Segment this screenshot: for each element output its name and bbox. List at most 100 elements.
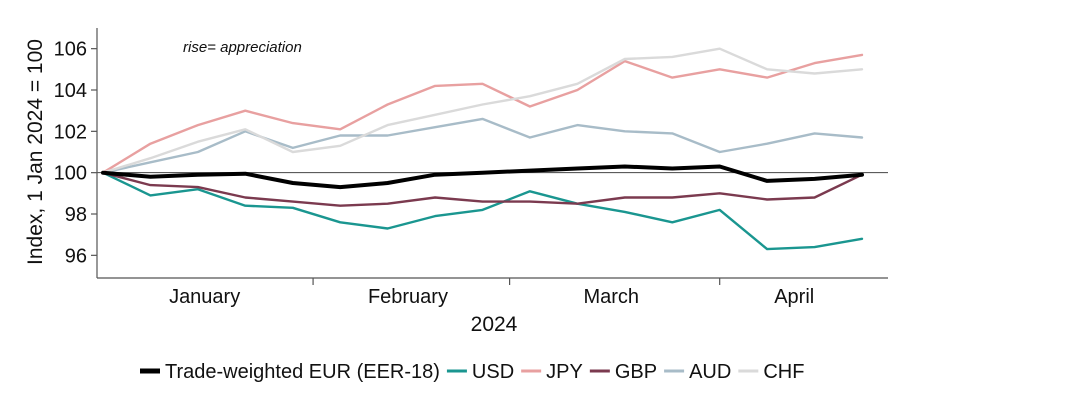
data-point [387, 103, 389, 106]
data-point [244, 128, 246, 130]
data-point [813, 196, 816, 199]
legend-label: JPY [546, 361, 583, 383]
data-point [292, 182, 294, 184]
y-axis-label: Index, 1 Jan 2024 = 100 [24, 39, 47, 265]
series-trade-weighted-eur-eer-18 [101, 164, 864, 190]
y-tick-label: 104 [54, 80, 87, 102]
x-tick-label: January [169, 286, 240, 308]
data-point [766, 248, 768, 250]
data-point [624, 211, 626, 213]
series-lines [101, 47, 864, 251]
data-point [671, 56, 673, 58]
data-point [529, 95, 531, 97]
data-point [671, 196, 673, 199]
data-point [339, 134, 341, 137]
x-axis-label: 2024 [471, 313, 518, 336]
y-tick-label: 96 [65, 245, 87, 267]
data-point [434, 196, 436, 199]
legend-item-chf: CHF [738, 361, 804, 383]
data-point [244, 196, 246, 199]
series-line-chf [101, 47, 864, 174]
data-point [387, 182, 389, 184]
annotation-text: rise= appreciation [183, 39, 302, 56]
x-tick-label: April [774, 286, 814, 308]
data-point [244, 110, 246, 112]
data-point [197, 124, 199, 126]
data-point [434, 174, 436, 176]
data-point [292, 207, 294, 209]
data-point [387, 124, 389, 126]
data-point [102, 172, 104, 174]
data-point [149, 194, 152, 196]
data-point [624, 130, 626, 132]
data-point [813, 72, 816, 75]
data-point [671, 221, 673, 223]
x-tick-label: February [368, 286, 448, 308]
series-line-aud [101, 117, 864, 174]
data-point [529, 190, 531, 192]
data-point [813, 246, 816, 248]
series-aud [101, 117, 864, 174]
data-point [861, 68, 863, 70]
data-point [339, 128, 341, 130]
legend-label: USD [472, 361, 514, 383]
data-point [624, 196, 626, 199]
data-point [481, 172, 484, 174]
data-point [149, 157, 152, 159]
data-point [719, 151, 721, 153]
series-line-gbp [101, 171, 864, 207]
legend-item-aud: AUD [664, 361, 731, 383]
data-point [481, 103, 484, 106]
data-point [766, 77, 768, 79]
data-point [434, 126, 436, 128]
data-point [434, 215, 436, 217]
legend: Trade-weighted EUR (EER-18) USD JPY GBP AUD C… [140, 361, 804, 383]
data-point [339, 221, 341, 223]
data-point [719, 68, 721, 70]
series-usd [101, 171, 864, 251]
series-jpy [101, 53, 864, 174]
data-point [861, 54, 863, 56]
data-point [387, 203, 389, 205]
data-point [813, 178, 816, 180]
data-point [149, 176, 152, 178]
data-point [149, 161, 152, 163]
y-tick-label: 106 [54, 39, 87, 61]
legend-label: GBP [615, 361, 657, 383]
legend-label: AUD [689, 361, 731, 383]
data-point [434, 85, 436, 87]
data-point [149, 184, 152, 186]
data-point [766, 180, 768, 182]
data-point [861, 238, 863, 240]
data-point [339, 205, 341, 207]
data-point [529, 105, 531, 108]
data-point [481, 118, 484, 120]
data-point [766, 143, 768, 145]
data-point [339, 186, 341, 188]
data-point [861, 136, 863, 139]
data-point [292, 201, 294, 203]
series-line-jpy [101, 53, 864, 174]
y-tick-label: 102 [54, 121, 87, 143]
data-point [244, 205, 246, 207]
data-point [671, 77, 673, 79]
data-point [529, 170, 531, 172]
legend-item-usd: USD [446, 361, 514, 383]
series-line-trade-weighted-eur-eer-18 [101, 164, 864, 190]
data-point [197, 141, 199, 143]
data-point [481, 201, 484, 203]
data-point [292, 147, 294, 149]
data-point [434, 114, 436, 116]
data-point [244, 173, 246, 175]
y-tick-label: 98 [65, 204, 87, 226]
data-point [292, 122, 294, 124]
data-point [481, 83, 484, 85]
data-point [244, 130, 246, 132]
data-point [719, 165, 721, 168]
legend-item-jpy: JPY [521, 361, 583, 383]
legend-label: CHF [763, 361, 804, 383]
data-point [481, 209, 484, 211]
data-point [292, 151, 294, 153]
legend-item-gbp: GBP [589, 361, 657, 383]
